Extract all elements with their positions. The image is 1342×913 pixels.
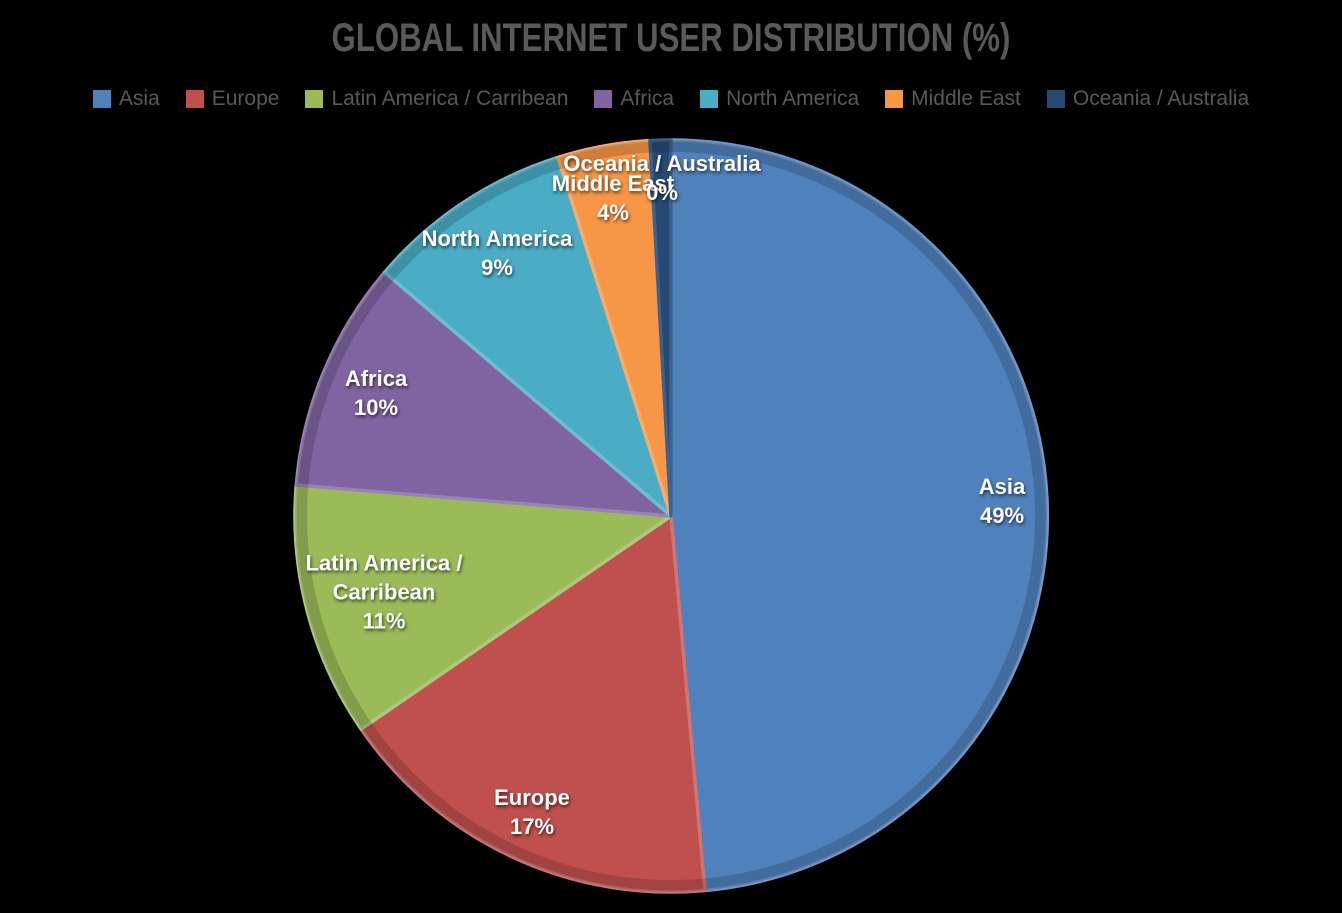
legend-swatch-oceania-australia: [1046, 90, 1065, 108]
legend-swatch-north-america: [700, 90, 719, 108]
legend-item-middle-east: Middle East: [885, 87, 1021, 111]
legend-label-latin-america-carribean: Latin America / Carribean: [331, 87, 569, 110]
legend-item-africa: Africa: [594, 87, 674, 111]
legend-swatch-europe: [185, 90, 204, 108]
pie-slice-europe: [359, 514, 707, 894]
chart-legend: Asia Europe Latin America / Carribean Afric…: [0, 84, 1342, 114]
legend-item-asia: Asia: [92, 87, 160, 111]
pie-slice-latin-america-carribean: [293, 483, 673, 731]
legend-label-asia: Asia: [118, 87, 160, 110]
legend-item-latin-america-carribean: Latin America / Carribean: [305, 87, 568, 111]
legend-label-north-america: North America: [726, 87, 860, 110]
pie-slice-africa: [294, 270, 673, 518]
legend-label-middle-east: Middle East: [911, 87, 1021, 110]
legend-label-europe: Europe: [211, 87, 280, 110]
pie-slice-asia: [669, 138, 1050, 893]
legend-swatch-asia: [92, 90, 111, 108]
legend-label-oceania-australia: Oceania / Australia: [1072, 87, 1250, 110]
pie-slice-north-america: [382, 155, 673, 518]
legend-swatch-africa: [594, 90, 613, 108]
pie-slice-oceania-australia: [648, 138, 673, 518]
legend-item-europe: Europe: [185, 87, 280, 111]
pie-wedges-group: [293, 138, 1050, 894]
pie-rim-shading: [295, 140, 1047, 892]
legend-swatch-middle-east: [885, 90, 904, 108]
legend-swatch-latin-america-carribean: [305, 90, 324, 108]
chart-title: GLOBAL INTERNET USER DISTRIBUTION (%): [331, 16, 1011, 60]
legend-item-north-america: North America: [700, 87, 859, 111]
legend-label-africa: Africa: [620, 87, 675, 110]
legend-item-oceania-australia: Oceania / Australia: [1046, 87, 1250, 111]
